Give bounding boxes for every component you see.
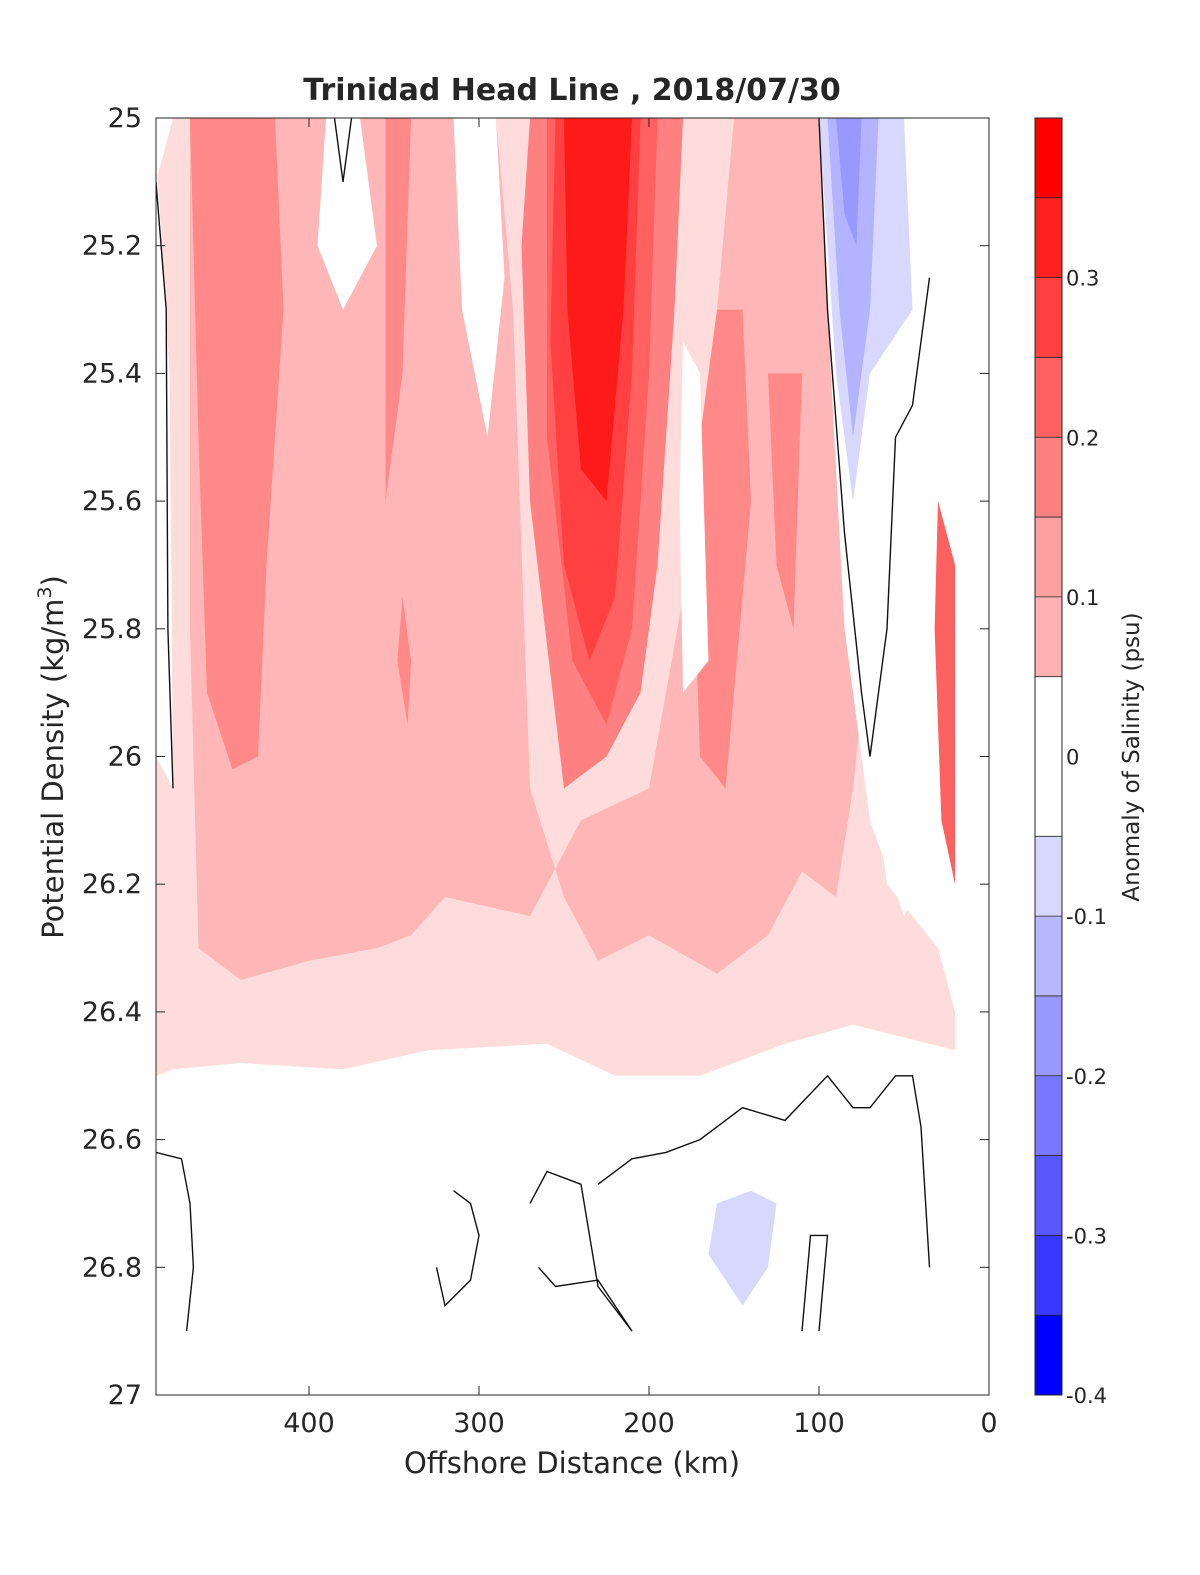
- colorbar-band-8: [1035, 836, 1062, 917]
- y-axis-label: Potential Density (kg/m3): [34, 575, 70, 939]
- colorbar-band-12: [1035, 1155, 1062, 1236]
- colorbar-band-7: [1035, 676, 1062, 837]
- colorbar-band-9: [1035, 916, 1062, 996]
- y-tick-label-3: 25.6: [82, 486, 142, 517]
- zero-contour-6: [801, 1234, 829, 1332]
- colorbar-band-10: [1035, 995, 1062, 1076]
- x-tick-label-1: 300: [453, 1408, 505, 1439]
- y-tick-label-7: 26.4: [82, 997, 142, 1028]
- y-tick-label-8: 26.6: [82, 1125, 142, 1156]
- colorbar-tick-label-2: 0.1: [1066, 586, 1099, 610]
- contour-fill-8: [564, 118, 632, 502]
- contour-fill-3: [385, 118, 411, 502]
- contour-fill-4: [397, 596, 411, 725]
- contour-fill-20: [708, 1190, 777, 1306]
- y-axis-label-close: ): [36, 575, 70, 586]
- colorbar-tick-label-7: -0.4: [1066, 1384, 1107, 1408]
- colorbar-tick-label-0: 0.3: [1066, 267, 1099, 291]
- zero-contour-4: [529, 1170, 633, 1332]
- colorbar-band-14: [1035, 1315, 1062, 1395]
- x-tick-label-0: 400: [283, 1408, 335, 1439]
- y-tick-label-6: 26.2: [82, 869, 142, 900]
- y-axis-label-superscript: 3: [34, 586, 56, 598]
- contour-fill-9: [691, 309, 751, 789]
- y-axis-label-text: Potential Density (kg/m: [36, 599, 70, 939]
- zero-contour-5: [597, 1074, 931, 1268]
- x-tick-label-3: 100: [793, 1408, 845, 1439]
- colorbar-frame: [1034, 117, 1063, 1396]
- colorbar-band-4: [1035, 437, 1062, 518]
- zero-contour-3: [435, 1190, 480, 1307]
- x-tick-label-2: 200: [623, 1408, 675, 1439]
- y-tick-label-2: 25.4: [82, 358, 142, 389]
- contour-fill-11: [317, 118, 377, 310]
- y-tick-label-10: 27: [108, 1380, 142, 1411]
- colorbar-band-2: [1035, 277, 1062, 358]
- colorbar-band-0: [1035, 118, 1062, 198]
- y-axis-ticks: 25 25.2 25.4 25.6 25.8 26 26.2 26.4 26.6 26.8 27: [82, 103, 989, 1411]
- contour-fill-2: [190, 118, 284, 770]
- x-axis-label: Offshore Distance (km): [404, 1446, 740, 1480]
- colorbar-band-1: [1035, 197, 1062, 278]
- colorbar-tick-label-4: -0.1: [1066, 905, 1107, 929]
- colorbar-band-13: [1035, 1235, 1062, 1316]
- y-tick-label-1: 25.2: [82, 231, 142, 262]
- zero-contour-2: [333, 118, 353, 182]
- colorbar-band-11: [1035, 1075, 1062, 1156]
- y-tick-label-9: 26.8: [82, 1252, 142, 1283]
- contour-fill-10: [768, 373, 802, 629]
- chart-title: Trinidad Head Line , 2018/07/30: [303, 73, 840, 108]
- contour-fill-13: [679, 341, 709, 693]
- x-axis-ticks: 400 300 200 100 0: [283, 118, 998, 1439]
- colorbar-tick-label-6: -0.3: [1066, 1224, 1107, 1248]
- y-tick-label-5: 26: [108, 742, 142, 773]
- contour-fill-17: [827, 118, 879, 438]
- colorbar-tick-label-5: -0.2: [1066, 1065, 1107, 1089]
- zero-contour-1: [156, 1151, 195, 1332]
- colorbar-tick-label-1: 0.2: [1066, 426, 1099, 450]
- contour-fill-18: [836, 118, 862, 246]
- colorbar-band-5: [1035, 517, 1062, 597]
- contour-fill-1: [190, 118, 870, 980]
- salinity-contour-fills: [156, 118, 955, 1306]
- contour-fill-12: [453, 118, 505, 438]
- zero-contour-7: [818, 118, 931, 757]
- y-tick-label-0: 25: [108, 103, 142, 134]
- colorbar-tick-label-3: 0: [1066, 746, 1079, 770]
- y-tick-label-4: 25.8: [82, 614, 142, 645]
- colorbar-band-3: [1035, 357, 1062, 438]
- x-tick-label-4: 0: [980, 1408, 997, 1439]
- contour-fill-19: [934, 501, 955, 885]
- colorbar-label: Anomaly of Salinity (psu): [1119, 612, 1145, 901]
- colorbar-band-6: [1035, 596, 1062, 677]
- colorbar: 0.3 0.2 0.1 0 -0.1 -0.2 -0.3 -0.4: [1034, 117, 1107, 1408]
